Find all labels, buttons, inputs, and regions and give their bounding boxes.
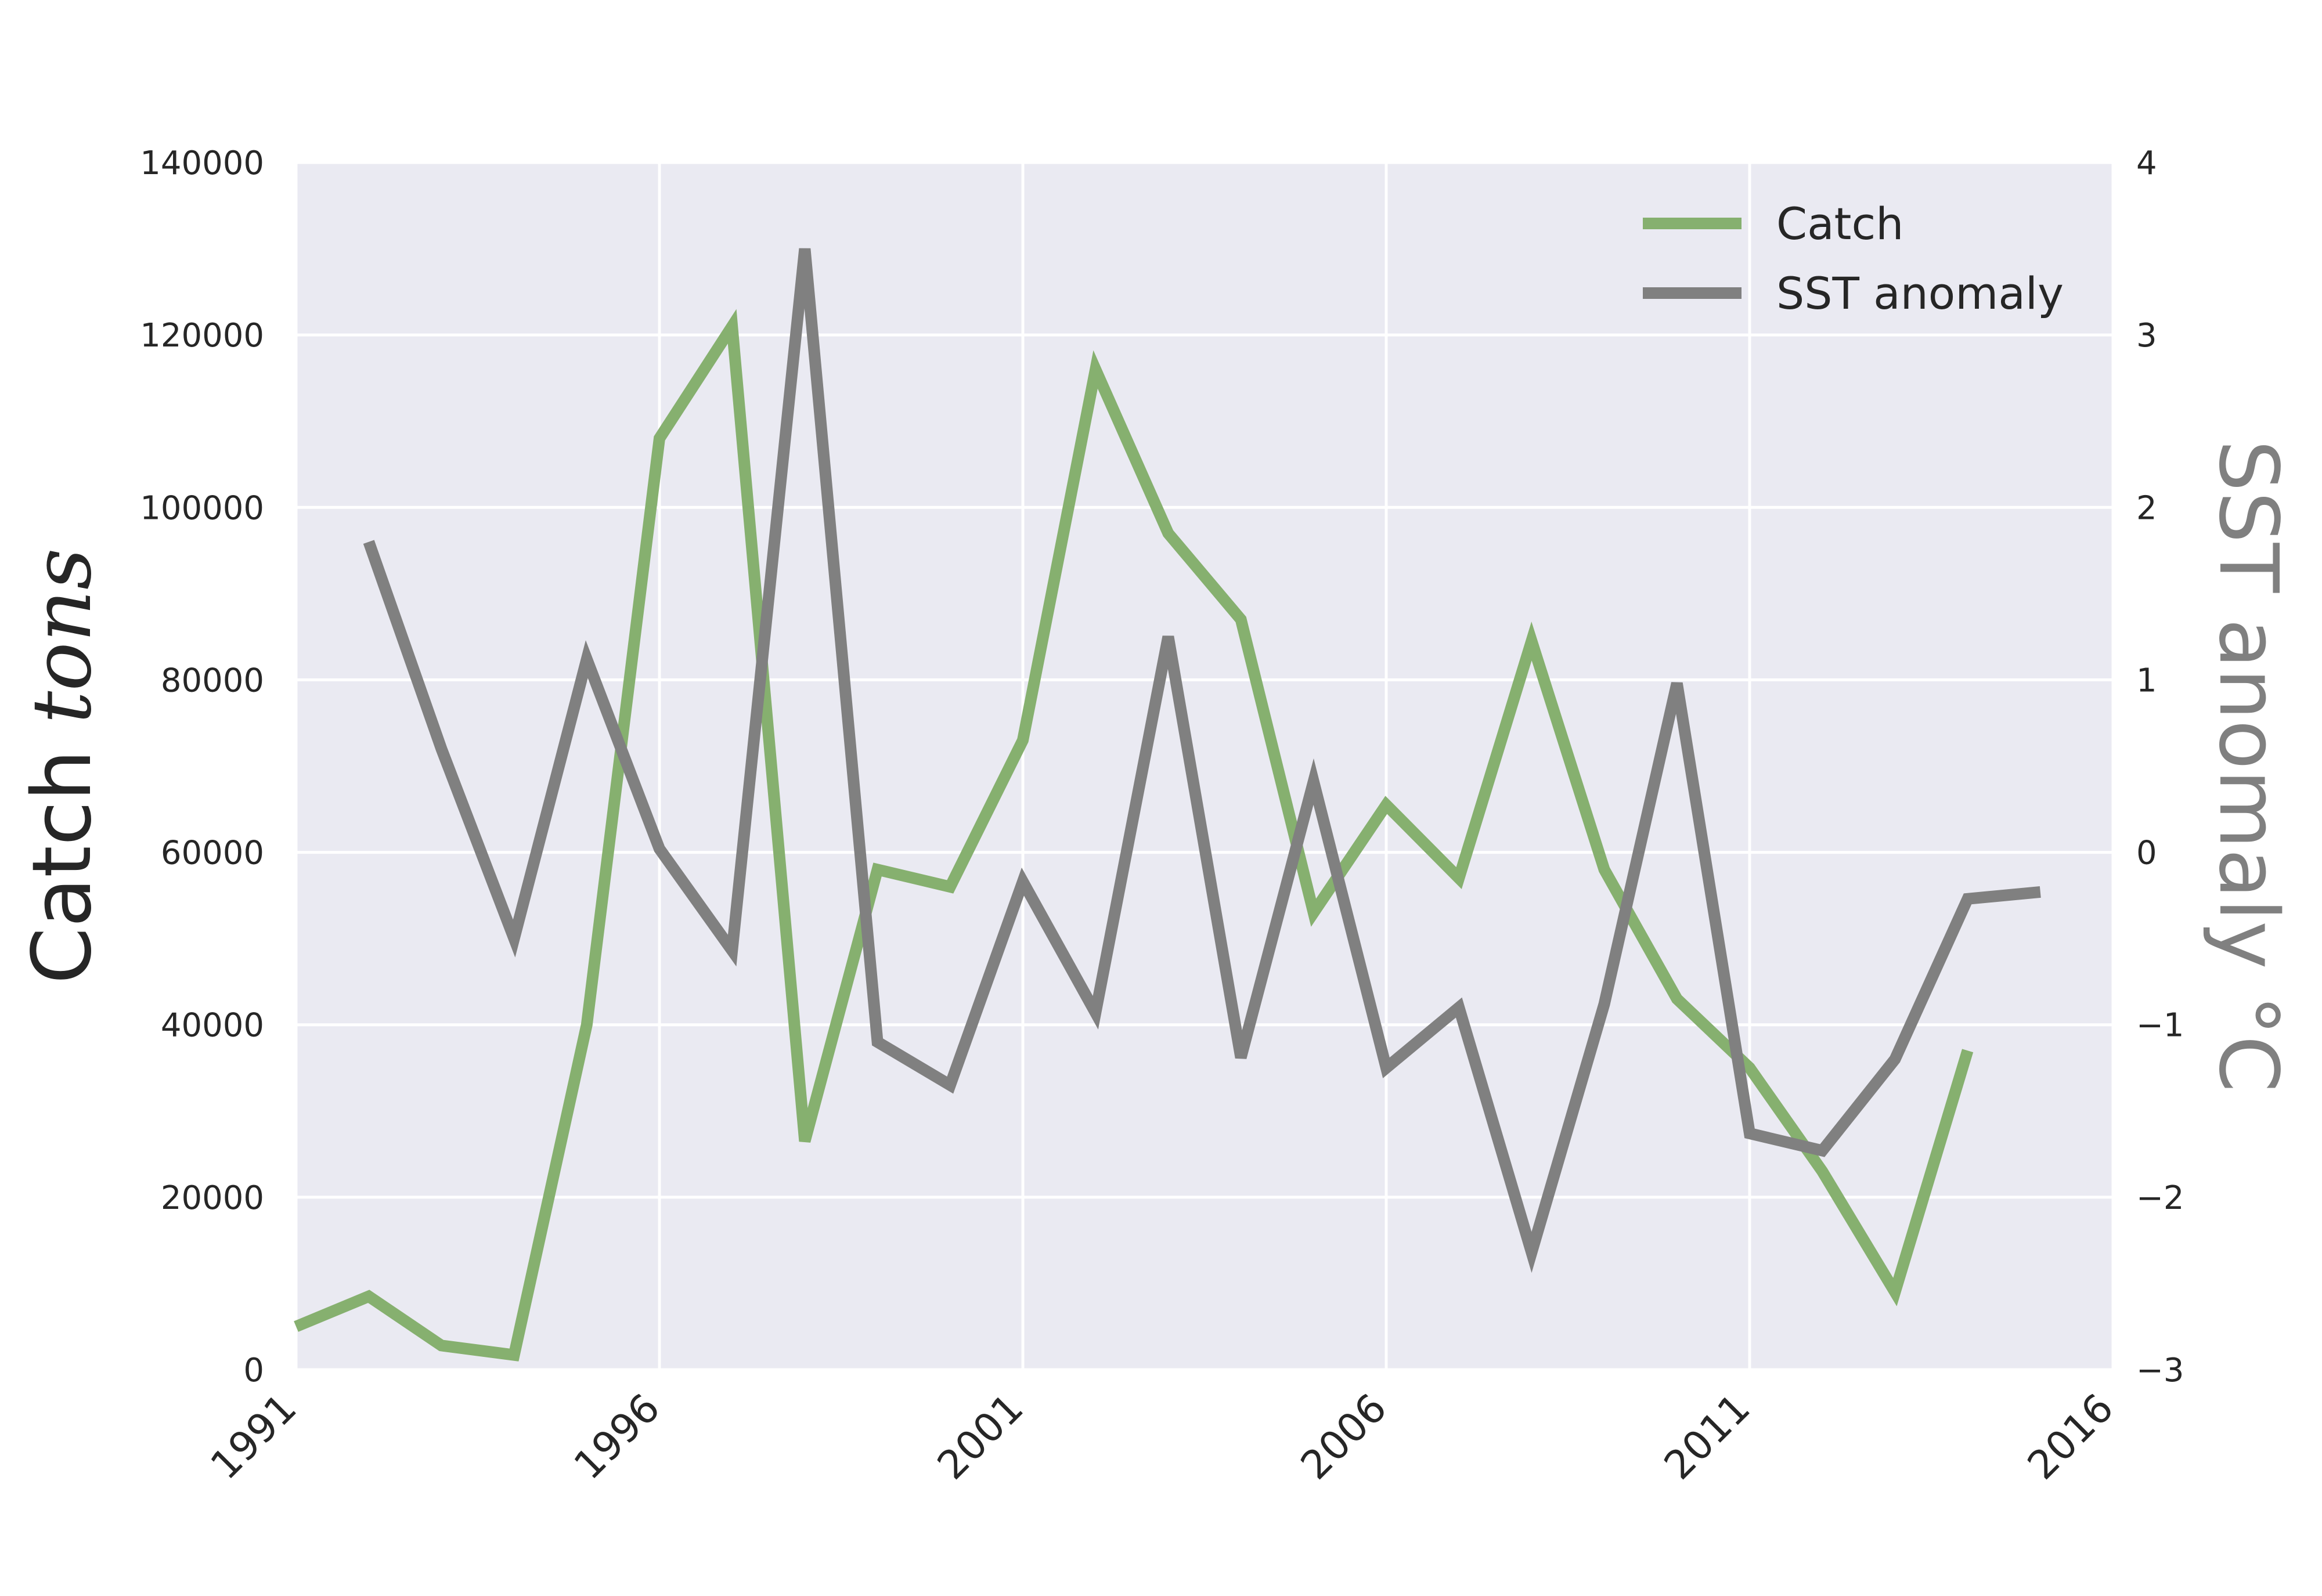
right-axis-label: SST anomaly °C [2201, 440, 2295, 1092]
right-tick-label: 0 [2136, 835, 2157, 872]
x-axis-ticks: 1991 1996 2001 2006 2011 2016 [202, 1385, 2122, 1489]
left-tick-label: 20000 [161, 1179, 264, 1217]
right-tick-label: −3 [2136, 1352, 2184, 1389]
right-tick-label: −1 [2136, 1007, 2184, 1045]
left-tick-label: 40000 [161, 1007, 264, 1045]
x-tick-label: 1996 [565, 1385, 669, 1489]
x-tick-label: 2011 [1656, 1385, 1759, 1489]
x-tick-label: 2006 [1292, 1385, 1396, 1489]
right-tick-label: 4 [2136, 145, 2157, 182]
legend-label: SST anomaly [1776, 268, 2064, 319]
right-tick-label: −2 [2136, 1179, 2184, 1217]
x-tick-label: 2016 [2019, 1385, 2122, 1489]
right-tick-label: 3 [2136, 317, 2157, 355]
left-axis-ticks: 0 20000 40000 60000 80000 100000 120000 140000 [140, 145, 264, 1389]
series-line-sst-anomaly [363, 248, 2041, 1273]
grid [294, 161, 2115, 1371]
left-tick-label: 80000 [161, 662, 264, 699]
legend-label: Catch [1776, 198, 1903, 250]
left-axis-label: Catch tons [15, 548, 110, 984]
plot-background [296, 163, 2113, 1370]
left-tick-label: 60000 [161, 835, 264, 872]
right-tick-label: 2 [2136, 489, 2157, 527]
right-axis-ticks: −3 −2 −1 0 1 2 3 4 [2136, 145, 2184, 1389]
x-tick-label: 1991 [202, 1385, 305, 1489]
x-tick-label: 2001 [929, 1385, 1032, 1489]
series-layer [294, 248, 2041, 1362]
left-tick-label: 0 [243, 1352, 264, 1389]
left-tick-label: 140000 [140, 145, 264, 182]
left-tick-label: 100000 [140, 489, 264, 527]
legend: Catch SST anomaly [1643, 198, 2064, 319]
left-tick-label: 120000 [140, 317, 264, 355]
series-line-catch [294, 309, 1974, 1362]
right-tick-label: 1 [2136, 662, 2157, 699]
